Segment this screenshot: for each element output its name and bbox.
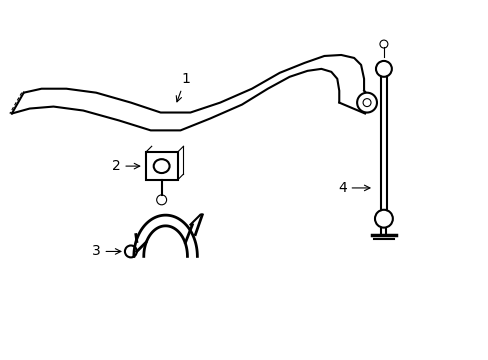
Text: 2: 2 [111, 159, 140, 173]
Text: 4: 4 [337, 181, 369, 195]
Text: 1: 1 [176, 72, 189, 102]
Text: 3: 3 [92, 244, 121, 258]
